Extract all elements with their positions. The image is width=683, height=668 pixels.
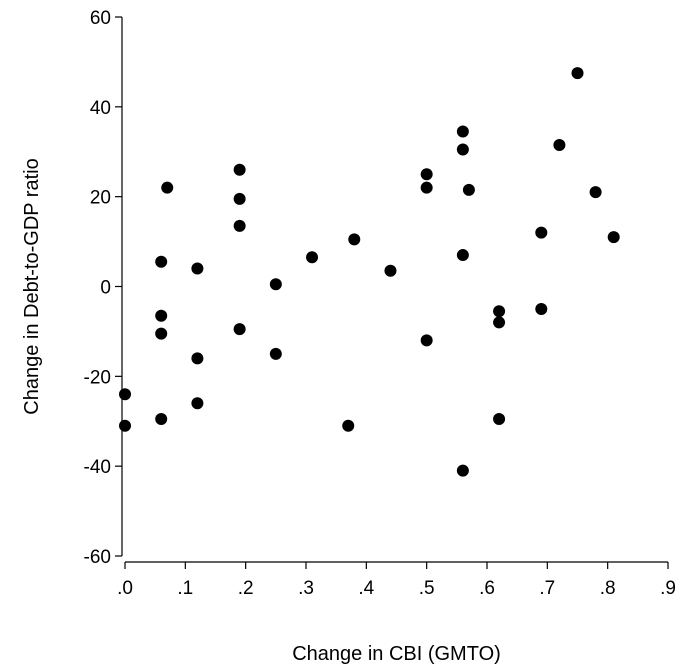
y-tick-label: 40 [90,98,111,119]
data-point [348,233,361,246]
x-tick-label: .0 [117,578,133,599]
data-point [493,316,506,329]
y-tick-label: 20 [90,188,111,209]
x-tick-label: .2 [238,578,254,599]
data-point [269,278,282,291]
x-tick-label: .9 [660,578,676,599]
x-tick-label: .8 [600,578,616,599]
data-point [456,143,469,156]
data-point [493,413,506,426]
x-tick-label: .4 [358,578,374,599]
plot-area: .0 .1 .2 .3 .4 .5 .6 .7 .8 .9 -60 -40 -20 0 20 40 60 [84,8,676,599]
x-tick-label: .5 [419,578,435,599]
y-tick-label: -60 [84,547,111,568]
data-point [589,186,602,199]
data-point [384,264,397,277]
data-point [233,323,246,336]
data-point [191,262,204,275]
x-axis-title: Change in CBI (GMTO) [292,643,501,665]
x-tick-label: .1 [177,578,193,599]
data-point [161,181,174,194]
data-point [155,413,168,426]
data-point [535,302,548,315]
data-point [119,388,131,401]
data-point [155,255,168,268]
y-tick-label: 0 [100,278,111,299]
y-tick-label: -40 [84,457,111,478]
data-point [155,327,168,340]
data-point [456,464,469,477]
x-tick-label: .3 [298,578,314,599]
data-point [420,168,433,181]
y-tick-label: 60 [90,8,111,29]
data-point [493,305,506,318]
y-axis-title: Change in Debt-to-GDP ratio [21,158,43,414]
data-point [535,226,548,239]
data-point [155,309,168,322]
data-point [462,183,475,196]
x-tick-label: .7 [539,578,555,599]
y-axis-ticks: -60 -40 -20 0 20 40 60 [84,8,122,568]
data-point [269,347,282,360]
data-point [119,419,131,432]
data-point [420,334,433,347]
x-tick-label: .6 [479,578,495,599]
data-point [191,352,204,365]
data-point [571,67,584,80]
data-point [456,249,469,262]
data-point [456,125,469,138]
data-point [420,181,433,194]
y-tick-label: -20 [84,367,111,388]
data-point [233,163,246,176]
data-point [342,419,355,432]
data-point [191,397,204,410]
data-point [306,251,319,264]
data-point [233,219,246,232]
data-point [553,139,566,152]
data-points [119,67,620,477]
data-point [233,192,246,205]
data-point [607,231,620,244]
x-axis-ticks: .0 .1 .2 .3 .4 .5 .6 .7 .8 .9 [117,562,676,599]
